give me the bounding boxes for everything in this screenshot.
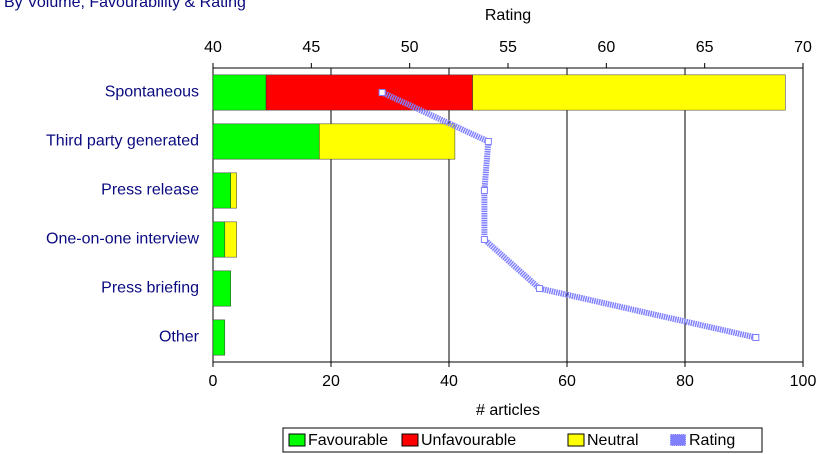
bar-segment [212,172,231,209]
legend-swatch [669,433,687,447]
legend-swatch [401,433,419,447]
x-tick-label: 100 [790,373,817,390]
legend-swatch [288,433,306,447]
legend-label: Rating [689,432,735,449]
chart-title: By Volume, Favourability & Rating [4,0,246,11]
bar-segment [212,270,231,307]
bar-segment [212,221,226,258]
x2-tick-label: 55 [499,39,517,56]
x2-tick-label: 45 [302,39,320,56]
y-tick-label: Press release [101,182,199,199]
bar-segment [318,123,456,160]
x2-tick-label: 60 [597,39,615,56]
bar-segment [230,172,237,209]
y-tick-label: Spontaneous [105,84,199,101]
legend-label: Favourable [308,432,388,449]
bar-segment [212,123,320,160]
x-tick-label: 20 [322,373,340,390]
x2-tick-label: 70 [794,39,812,56]
bar-segment [265,74,473,111]
rating-point [480,187,488,194]
y-tick-label: Other [159,329,200,346]
bar-segment [212,319,226,356]
bar-segment [472,74,786,111]
x-tick-label: 60 [558,373,576,390]
bar-segment [212,74,267,111]
y-tick-label: Third party generated [46,133,199,150]
x-tick-label: 0 [209,373,218,390]
y-tick-label: Press briefing [101,280,199,297]
x2-axis-label: Rating [485,7,531,24]
legend-swatch [567,433,585,447]
legend-label: Neutral [587,432,639,449]
rating-point [752,334,760,341]
x-tick-label: 40 [440,373,458,390]
rating-point [535,285,543,292]
rating-point [378,89,386,96]
x2-tick-label: 65 [696,39,714,56]
x-axis-label: # articles [476,402,540,419]
plot-area [212,67,804,363]
x2-tick-label: 40 [204,39,222,56]
bar-segment [224,221,237,258]
rating-point [484,138,492,145]
x2-tick-label: 50 [401,39,419,56]
x-tick-label: 80 [676,373,694,390]
rating-line [380,89,757,341]
y-tick-label: One-on-one interview [46,231,199,248]
rating-point [480,236,488,243]
legend-label: Unfavourable [421,432,516,449]
